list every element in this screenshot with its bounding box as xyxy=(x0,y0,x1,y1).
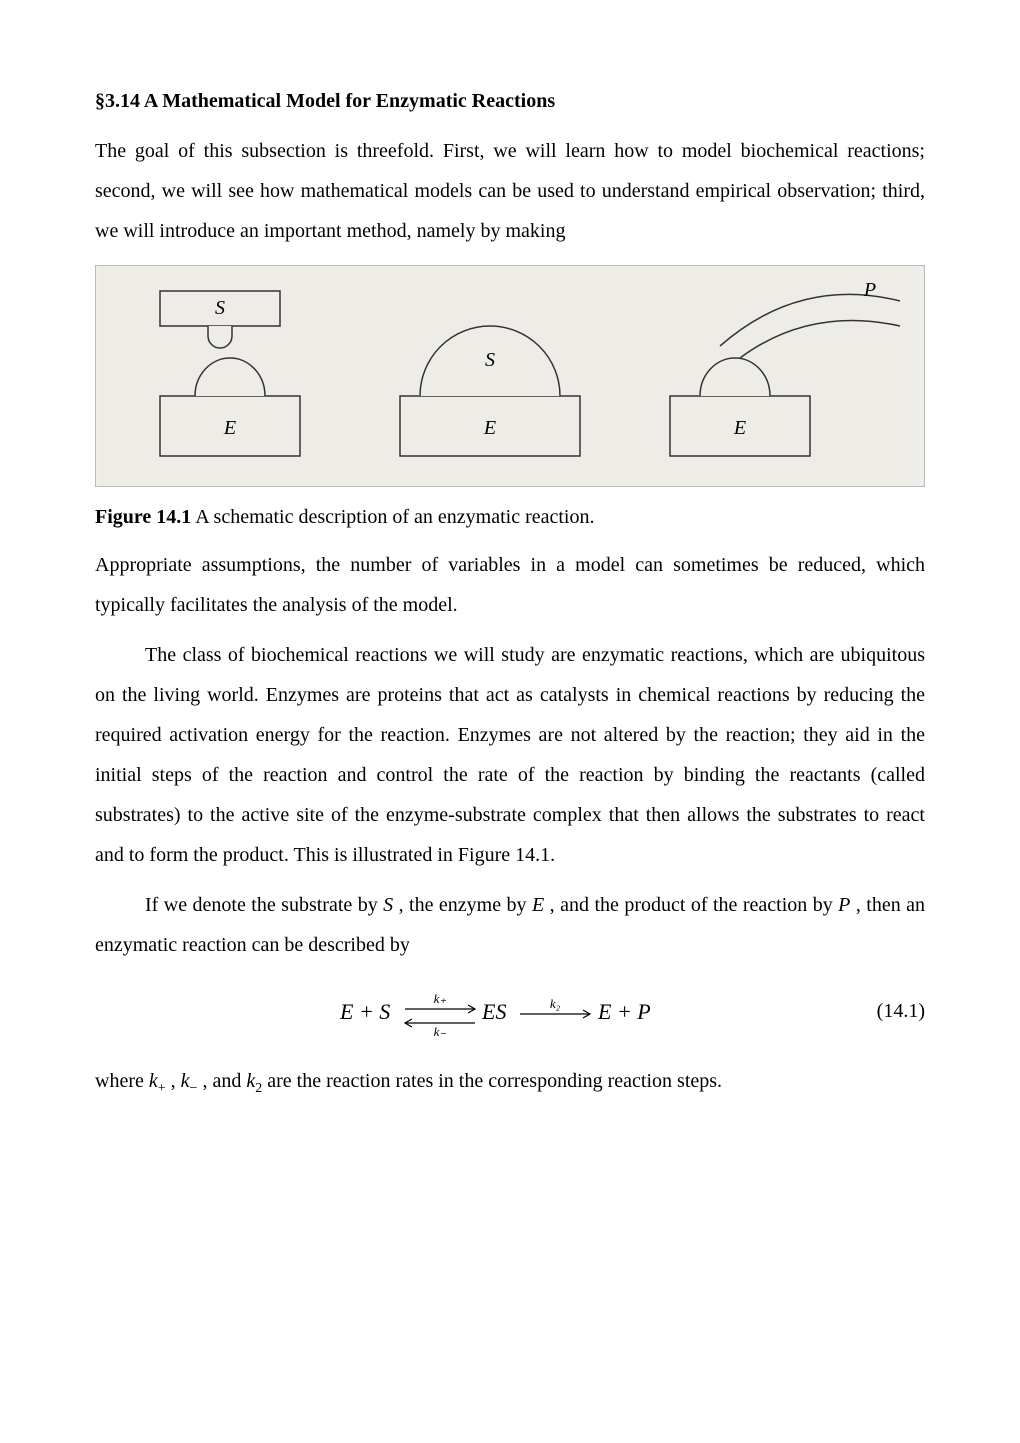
p5-text-c: , and xyxy=(197,1070,246,1092)
section-heading: §3.14 A Mathematical Model for Enzymatic… xyxy=(95,90,925,113)
paragraph-notation: If we denote the substrate by S , the en… xyxy=(95,885,925,965)
symbol-p: P xyxy=(838,894,850,916)
equation-number: (14.1) xyxy=(877,1000,925,1023)
p4-text-a: If we denote the substrate by xyxy=(145,894,383,916)
equation-row: E + S k₊ k₋ ES k₂ E + P (14.1) xyxy=(95,981,925,1041)
paragraph-assumptions: Appropriate assumptions, the number of v… xyxy=(95,545,925,625)
rate-k2-base: k xyxy=(246,1070,255,1092)
rate-kplus-sub: + xyxy=(158,1081,166,1096)
p5-text-a: where xyxy=(95,1070,149,1092)
figure-caption-text: A schematic description of an enzymatic … xyxy=(191,506,594,528)
eq-kminus: k₋ xyxy=(434,1024,447,1039)
figure-svg: S E S E E P xyxy=(96,266,924,486)
e-label-1: E xyxy=(223,417,236,439)
eq-k2: k₂ xyxy=(550,996,561,1011)
rate-kplus-base: k xyxy=(149,1070,158,1092)
equation-svg: E + S k₊ k₋ ES k₂ E + P xyxy=(330,981,690,1041)
figure-enzymatic-reaction: S E S E E P xyxy=(95,265,925,487)
paragraph-enzymes: The class of biochemical reactions we wi… xyxy=(95,635,925,875)
symbol-e: E xyxy=(532,894,544,916)
rate-kminus-base: k xyxy=(181,1070,190,1092)
paragraph-rates: where k+ , k− , and k2 are the reaction … xyxy=(95,1061,925,1103)
s-notch-1 xyxy=(208,326,232,348)
figure-caption: Figure 14.1 A schematic description of a… xyxy=(95,497,925,537)
paragraph-intro: The goal of this subsection is threefold… xyxy=(95,131,925,251)
e-label-2: E xyxy=(483,417,496,439)
s-label-1: S xyxy=(215,297,225,319)
symbol-s: S xyxy=(383,894,393,916)
eq-rhs: E + P xyxy=(597,999,651,1024)
s-label-2: S xyxy=(485,349,495,371)
eq-mid: ES xyxy=(481,999,506,1024)
p4-text-b: , the enzyme by xyxy=(393,894,532,916)
p5-text-d: are the reaction rates in the correspond… xyxy=(262,1070,722,1092)
e-label-3: E xyxy=(733,417,746,439)
p5-text-b: , xyxy=(166,1070,181,1092)
figure-caption-bold: Figure 14.1 xyxy=(95,506,191,528)
p4-text-c: , and the product of the reaction by xyxy=(544,894,838,916)
p-label: P xyxy=(863,279,876,301)
eq-lhs: E + S xyxy=(339,999,390,1024)
eq-kplus: k₊ xyxy=(434,991,447,1006)
